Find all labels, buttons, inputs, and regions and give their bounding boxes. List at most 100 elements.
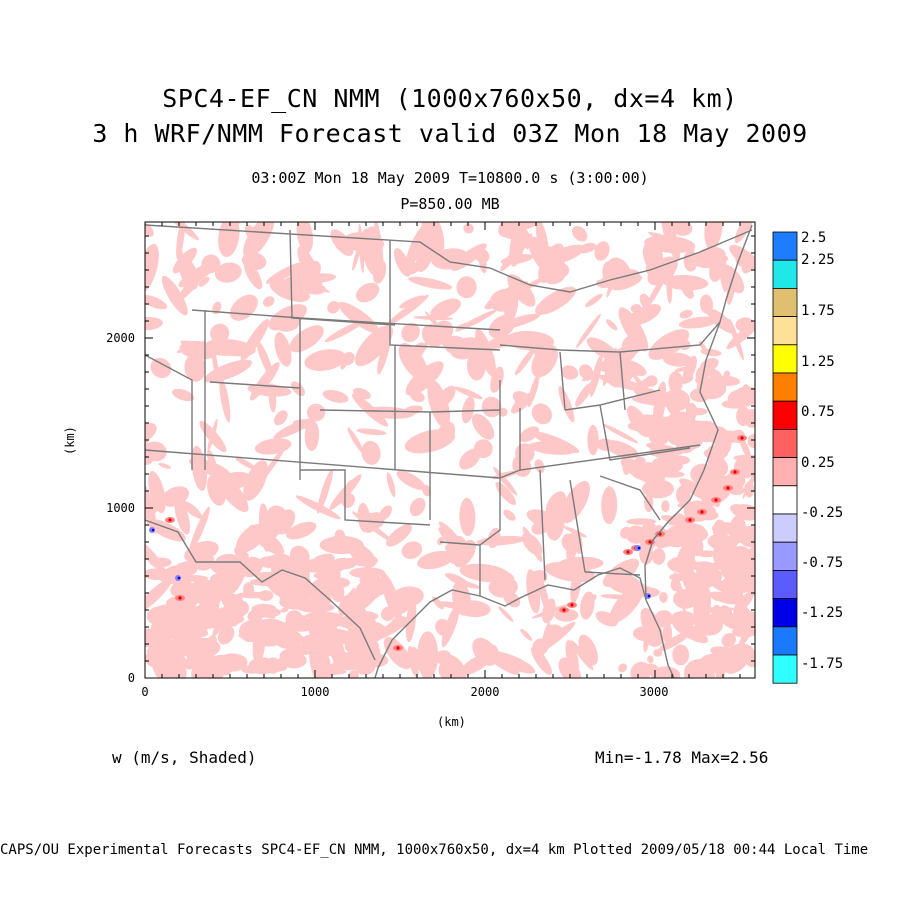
shade-blob xyxy=(412,646,434,678)
shade-blob xyxy=(721,399,748,409)
shade-blob xyxy=(618,307,649,352)
shade-blob xyxy=(313,571,336,580)
shade-blob xyxy=(535,286,577,315)
shade-blob xyxy=(667,513,684,526)
shade-blob xyxy=(236,523,267,553)
shade-blob xyxy=(256,340,274,379)
shade-blob xyxy=(654,610,674,628)
shade-blob xyxy=(189,506,210,553)
border-canada xyxy=(145,224,753,293)
shade-blob xyxy=(396,470,426,490)
shade-blob xyxy=(348,670,359,678)
shade-blob xyxy=(145,635,172,648)
shade-blob xyxy=(322,389,349,403)
title-line-2: 3 h WRF/NMM Forecast valid 03Z Mon 18 Ma… xyxy=(92,119,808,148)
colorbar-swatch xyxy=(772,485,798,515)
colorbar-swatch xyxy=(772,428,798,458)
shade-blob xyxy=(221,593,243,609)
shade-blob xyxy=(601,486,618,525)
y-tick-1000: 1000 xyxy=(106,501,135,515)
shade-blob xyxy=(279,648,304,664)
shade-blob xyxy=(297,602,335,613)
shade-blob xyxy=(489,651,536,674)
shade-blob xyxy=(279,594,292,606)
shade-blob xyxy=(399,295,425,309)
shade-blob xyxy=(545,491,567,519)
border-mexico xyxy=(145,519,376,661)
shade-blob xyxy=(249,577,283,587)
shade-blob xyxy=(719,260,728,293)
shade-blob xyxy=(338,301,380,334)
border-lines xyxy=(145,229,721,596)
colorbar-swatch xyxy=(772,372,798,402)
shade-blob xyxy=(632,626,659,642)
shade-blob xyxy=(712,604,721,618)
shade-blob xyxy=(627,420,659,432)
shade-blob xyxy=(459,448,481,470)
shade-strong xyxy=(178,596,182,600)
shade-strong-negative xyxy=(647,594,651,598)
shade-blob xyxy=(334,529,346,544)
shade-blob xyxy=(489,644,499,660)
shade-blob xyxy=(353,652,378,663)
shade-blob xyxy=(541,598,556,624)
shade-blob xyxy=(285,610,303,627)
colorbar-swatch xyxy=(772,316,798,346)
shade-blob xyxy=(631,466,655,480)
shade-blob xyxy=(689,388,711,403)
shade-blob xyxy=(519,426,540,443)
shade-blob xyxy=(172,388,195,402)
shade-blob xyxy=(572,226,588,242)
shade-blob xyxy=(670,222,693,236)
shade-blob xyxy=(498,407,508,417)
shade-blob xyxy=(743,409,755,428)
shade-blob xyxy=(198,665,233,675)
shade-blob xyxy=(178,261,219,288)
shade-blob xyxy=(243,460,268,501)
shade-blob xyxy=(317,469,333,514)
shade-blob xyxy=(160,665,186,677)
shade-blob xyxy=(647,655,654,664)
x-tick-0: 0 xyxy=(141,685,149,699)
shade-blob xyxy=(236,591,272,599)
shade-blob xyxy=(663,352,693,367)
shade-blob xyxy=(220,574,242,581)
shade-blob xyxy=(237,601,249,616)
x-axis-label: (km) xyxy=(437,715,466,729)
shade-blob xyxy=(662,623,673,644)
shade-blob xyxy=(732,626,755,638)
shade-blob xyxy=(253,629,285,647)
shade-blob xyxy=(198,276,210,287)
shade-blob xyxy=(522,532,543,556)
shade-blob xyxy=(667,556,698,573)
shade-blob xyxy=(596,438,615,451)
shade-blob xyxy=(401,262,421,275)
x-tick-3000: 3000 xyxy=(639,685,669,699)
shade-blob xyxy=(588,594,597,603)
shade-blob xyxy=(530,646,553,675)
axis-ticks xyxy=(144,222,755,679)
shade-blob xyxy=(668,371,683,394)
shade-blob xyxy=(351,511,394,543)
shade-blob xyxy=(214,262,242,283)
valid-time-line: 03:00Z Mon 18 May 2009 T=10800.0 s (3:00… xyxy=(251,169,649,187)
shade-blob xyxy=(271,660,285,672)
y-tick-0: 0 xyxy=(127,671,135,685)
shade-blob xyxy=(698,654,727,674)
shade-blob xyxy=(324,320,364,343)
shade-blob xyxy=(544,624,564,639)
shade-blob xyxy=(402,327,415,339)
shade-blob xyxy=(643,235,696,254)
colorbar-label-1.25: 1.25 xyxy=(801,354,835,370)
coastline-east xyxy=(644,224,753,678)
shade-blob xyxy=(708,564,719,575)
plot-frame xyxy=(144,221,756,679)
colorbar-label-neg0.75: -0.75 xyxy=(801,555,844,571)
shade-blob xyxy=(145,223,154,237)
shade-blob xyxy=(608,574,642,594)
shade-blob xyxy=(721,546,745,554)
shade-blob xyxy=(214,471,249,513)
shade-blob xyxy=(274,572,288,583)
shade-blob xyxy=(386,472,396,497)
shade-blob xyxy=(235,457,257,470)
